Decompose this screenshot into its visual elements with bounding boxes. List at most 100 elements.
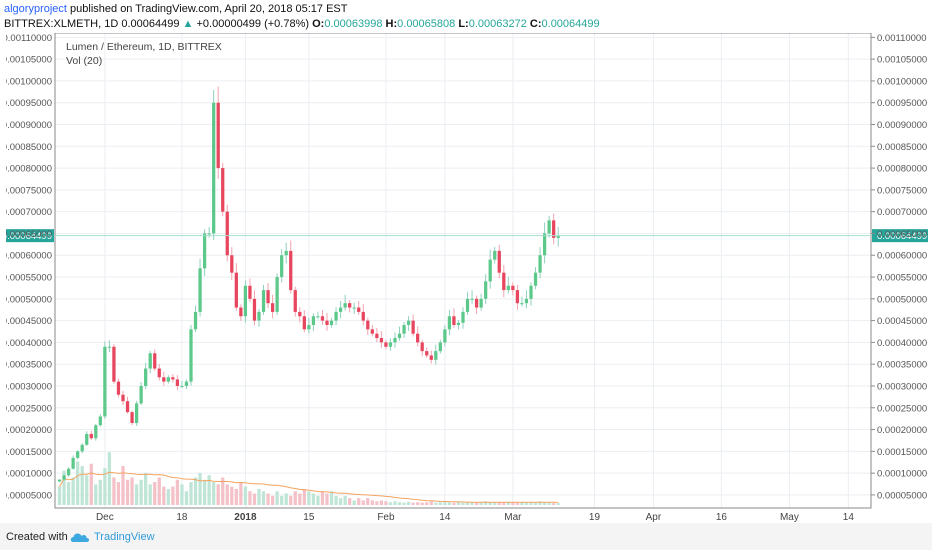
candle — [542, 222, 547, 264]
volume-bar — [406, 501, 411, 505]
low-label: L: — [458, 18, 469, 30]
x-tick-label: 16 — [716, 512, 728, 523]
volume-bar — [357, 498, 361, 505]
candle-body — [130, 412, 134, 424]
candle — [547, 215, 551, 238]
open-label: O: — [312, 18, 325, 30]
candle — [212, 89, 216, 240]
candle — [225, 204, 229, 262]
candle — [370, 325, 374, 337]
volume-bar — [239, 482, 243, 505]
candle-body — [484, 281, 488, 299]
candle-body — [529, 285, 533, 299]
candle — [139, 381, 143, 406]
candle-body — [515, 290, 520, 304]
candle-body — [302, 316, 306, 330]
volume-bar — [474, 502, 479, 505]
candle-body — [393, 338, 397, 343]
candle — [361, 303, 365, 326]
candle-body — [280, 255, 284, 278]
x-tick-label: 18 — [176, 512, 188, 523]
candle — [125, 396, 130, 414]
volume-bar — [71, 477, 75, 505]
candle-body — [520, 303, 524, 305]
candle — [289, 240, 293, 294]
candle-body — [257, 311, 261, 321]
volume-bar — [280, 495, 284, 505]
volume-bar — [497, 502, 501, 505]
y-tick-label-left: 0.00005000 — [6, 490, 52, 501]
candle — [144, 362, 148, 389]
y-tick-label-left: 0.00010000 — [6, 469, 52, 480]
volume-bar — [189, 482, 193, 505]
volume-bar — [470, 502, 474, 505]
y-tick-label-right: 0.00005000 — [877, 490, 927, 501]
candle — [148, 350, 152, 374]
volume-bar — [284, 493, 288, 505]
candle — [425, 347, 429, 358]
candle-body — [361, 311, 365, 321]
volume-bar — [416, 502, 420, 505]
x-tick-label: Apr — [646, 512, 662, 523]
candle-body — [497, 250, 501, 273]
candle-body — [452, 316, 456, 325]
candle-body — [62, 475, 66, 480]
volume-ma — [59, 471, 559, 503]
published-text: published on TradingView.com, April 20, … — [66, 3, 348, 15]
x-tick-label: Mar — [504, 512, 522, 523]
candle — [434, 344, 438, 365]
volume-bar — [493, 502, 497, 505]
candle — [198, 258, 202, 317]
candle-body — [384, 342, 388, 347]
candle — [348, 299, 352, 313]
tradingview-brand-link[interactable]: TradingView — [94, 531, 155, 543]
volume-bar — [307, 491, 311, 505]
candle — [479, 293, 483, 311]
y-tick-label-right: 0.00055000 — [877, 273, 927, 284]
current-price-label-left: 0.00064499 — [6, 231, 52, 242]
candle — [302, 310, 306, 333]
candle — [461, 307, 465, 329]
publisher-line: algoryproject published on TradingView.c… — [4, 3, 347, 15]
author-link[interactable]: algoryproject — [4, 3, 67, 15]
y-tick-label-right: 0.00025000 — [877, 403, 927, 414]
volume-bar — [338, 498, 343, 505]
candle-body — [542, 233, 547, 256]
candle — [66, 467, 71, 477]
candle — [76, 450, 80, 460]
y-tick-label-right: 0.00110000 — [877, 33, 927, 44]
volume-bar — [529, 502, 533, 505]
candle — [157, 363, 161, 381]
volume-bar — [76, 461, 80, 505]
volume-bar — [293, 491, 297, 505]
candle-body — [221, 168, 225, 212]
candle-body — [488, 259, 492, 282]
volume-bar — [270, 495, 275, 505]
candle — [189, 325, 193, 386]
candle — [153, 349, 157, 371]
volume-bar — [502, 502, 506, 505]
volume-bar — [366, 498, 370, 505]
price-chart[interactable]: 0.00064499 0.00064499 0.00110000 0.0010500… — [2, 32, 928, 527]
chart-area[interactable]: 0.00064499 0.00064499 0.00110000 0.0010500… — [2, 32, 928, 527]
volume-bars — [57, 452, 560, 505]
volume-bar — [329, 491, 334, 505]
candle-body — [438, 342, 442, 352]
volume-bar — [515, 502, 520, 505]
tradingview-cloud-icon — [70, 533, 90, 542]
volume-bar — [506, 501, 510, 505]
grid — [55, 33, 871, 508]
y-tick-label-left: 0.00035000 — [6, 360, 52, 371]
volume-bar — [166, 488, 170, 505]
candle-body — [533, 272, 538, 286]
volume-bar — [348, 498, 352, 505]
volume-bar — [98, 479, 102, 505]
candle-body — [189, 329, 193, 382]
last-price: 0.00064499 — [121, 18, 180, 30]
low-value: 0.00063272 — [468, 18, 527, 30]
volume-bar — [334, 495, 338, 505]
plot-border — [54, 32, 872, 509]
volume-bar — [234, 488, 238, 505]
x-tick-label: 2018 — [234, 512, 257, 523]
candle — [493, 246, 497, 264]
